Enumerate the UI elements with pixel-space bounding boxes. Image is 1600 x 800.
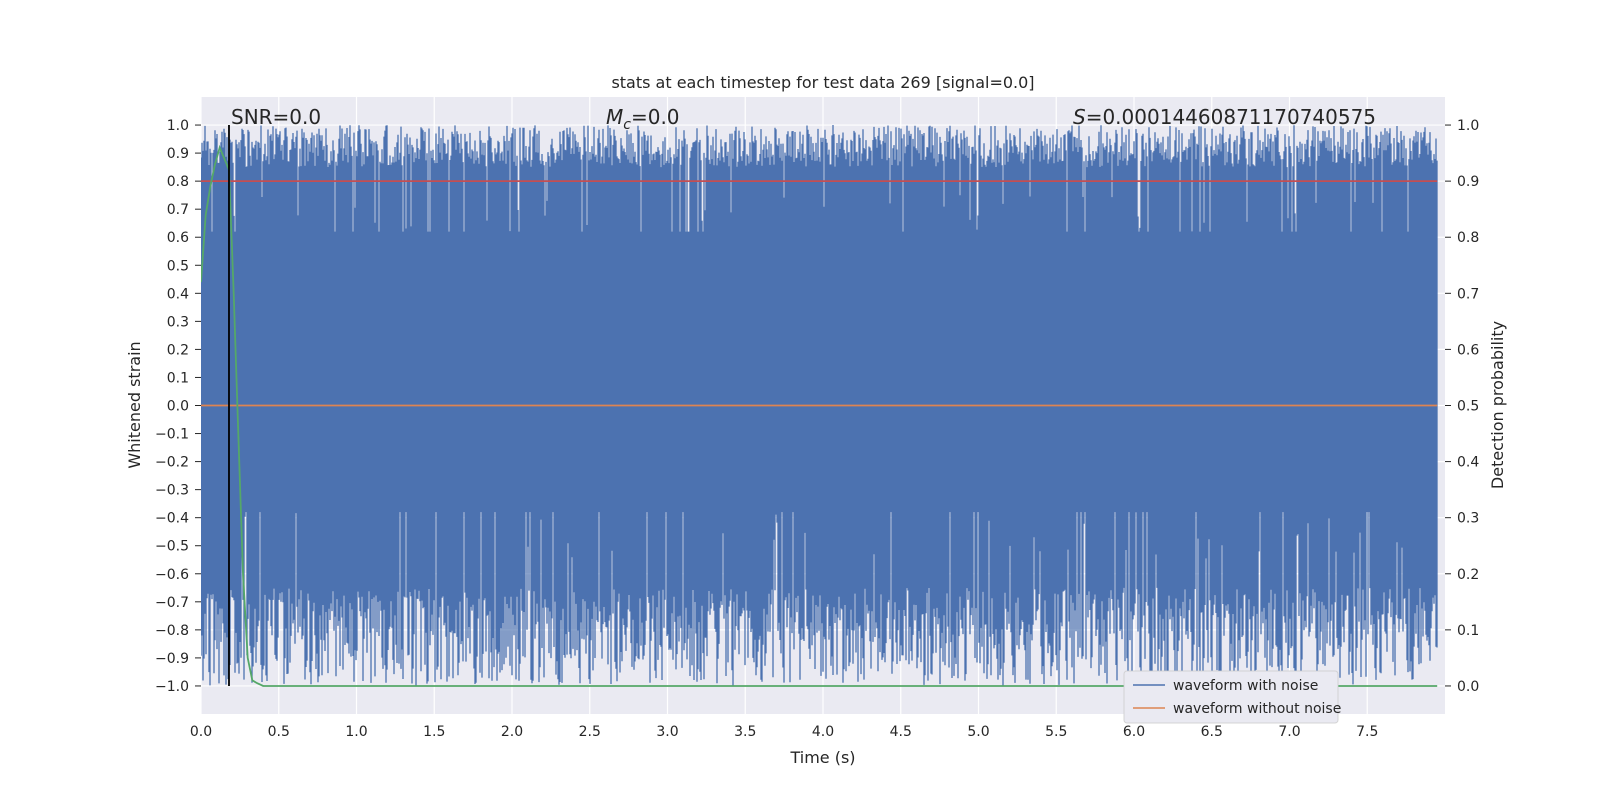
- y-right-tick-label: 0.6: [1457, 342, 1479, 358]
- x-tick-label: 6.5: [1201, 724, 1223, 740]
- line-series: [201, 125, 1438, 687]
- y-right-tick-label: 0.3: [1457, 511, 1479, 527]
- x-tick-labels: 0.0 0.5 1.0 1.5 2.0 2.5 3.0 3.5 4.0 4.5 5.0 5.5 6.0 6…: [190, 724, 1379, 740]
- y-left-tick-label: 0.5: [167, 258, 189, 274]
- chart-title: stats at each timestep for test data 269…: [611, 73, 1034, 92]
- x-tick-label: 2.0: [501, 724, 523, 740]
- x-tick-label: 1.0: [345, 724, 367, 740]
- series-line-3: [201, 144, 1438, 687]
- legend-box: [1123, 670, 1339, 724]
- y-left-tick-label: −0.7: [155, 595, 189, 611]
- legend-label-clean: waveform without noise: [1173, 701, 1341, 717]
- x-tick-label: 0.5: [268, 724, 290, 740]
- x-axis-label: Time (s): [789, 748, 855, 767]
- y-left-tick-label: −0.5: [155, 539, 189, 555]
- y-left-tick-label: 0.3: [167, 314, 189, 330]
- y-right-tick-labels: 1.0 0.9 0.8 0.7 0.6 0.5 0.4 0.3 0.2 0.1 0.0: [1445, 118, 1479, 695]
- x-tick-label: 3.0: [656, 724, 678, 740]
- x-tick-label: 6.0: [1123, 724, 1145, 740]
- s-annotation: S=0.0001446087117074057​5: [1073, 105, 1376, 129]
- x-tick-label: 2.5: [579, 724, 601, 740]
- y-axis-right-label: Detection probability: [1488, 321, 1507, 489]
- x-tick-label: 1.5: [423, 724, 445, 740]
- y-left-tick-label: 0.9: [167, 146, 189, 162]
- chirp-mass-annotation: Mc=0.0: [606, 105, 680, 133]
- y-left-tick-label: −0.8: [155, 623, 189, 639]
- legend: waveform with noise waveform without noi…: [1123, 670, 1341, 724]
- y-left-tick-label: −0.9: [155, 651, 189, 667]
- x-tick-label: 3.5: [734, 724, 756, 740]
- y-left-tick-label: 0.2: [167, 342, 189, 358]
- y-left-tick-label: −1.0: [155, 679, 189, 695]
- y-axis-left-label: Whitened strain: [125, 341, 144, 468]
- y-left-tick-labels: 1.0 0.9 0.8 0.7 0.6 0.5 0.4 0.3 0.2 0.1 0.0 −0.1 −0.…: [155, 118, 201, 695]
- x-tick-label: 4.5: [890, 724, 912, 740]
- y-right-tick-label: 1.0: [1457, 118, 1479, 134]
- snr-annotation: SNR=0.0: [231, 105, 321, 129]
- y-left-tick-label: −0.3: [155, 483, 189, 499]
- y-left-tick-label: 1.0: [167, 118, 189, 134]
- y-right-tick-label: 0.1: [1457, 623, 1479, 639]
- y-right-tick-label: 0.2: [1457, 567, 1479, 583]
- waveform-with-noise-fill: [201, 231, 1438, 513]
- y-left-tick-label: −0.2: [155, 455, 189, 471]
- noise-series: [201, 125, 1438, 686]
- x-tick-label: 0.0: [190, 724, 212, 740]
- y-right-tick-label: 0.7: [1457, 286, 1479, 302]
- x-tick-label: 4.0: [812, 724, 834, 740]
- x-tick-label: 7.5: [1356, 724, 1378, 740]
- x-tick-label: 7.0: [1278, 724, 1300, 740]
- y-left-tick-label: 0.8: [167, 174, 189, 190]
- legend-label-noise: waveform with noise: [1173, 678, 1318, 694]
- y-left-tick-label: −0.4: [155, 511, 189, 527]
- y-left-tick-label: 0.6: [167, 230, 189, 246]
- y-right-tick-label: 0.4: [1457, 455, 1479, 471]
- y-left-tick-label: −0.1: [155, 427, 189, 443]
- y-right-tick-label: 0.9: [1457, 174, 1479, 190]
- y-left-tick-label: −0.6: [155, 567, 189, 583]
- y-right-tick-label: 0.5: [1457, 399, 1479, 415]
- y-left-tick-label: 0.1: [167, 370, 189, 386]
- y-left-tick-label: 0.4: [167, 286, 189, 302]
- x-tick-label: 5.5: [1045, 724, 1067, 740]
- x-tick-label: 5.0: [967, 724, 989, 740]
- y-right-tick-label: 0.8: [1457, 230, 1479, 246]
- y-right-tick-label: 0.0: [1457, 679, 1479, 695]
- y-left-tick-label: 0.7: [167, 202, 189, 218]
- y-left-tick-label: 0.0: [167, 399, 189, 415]
